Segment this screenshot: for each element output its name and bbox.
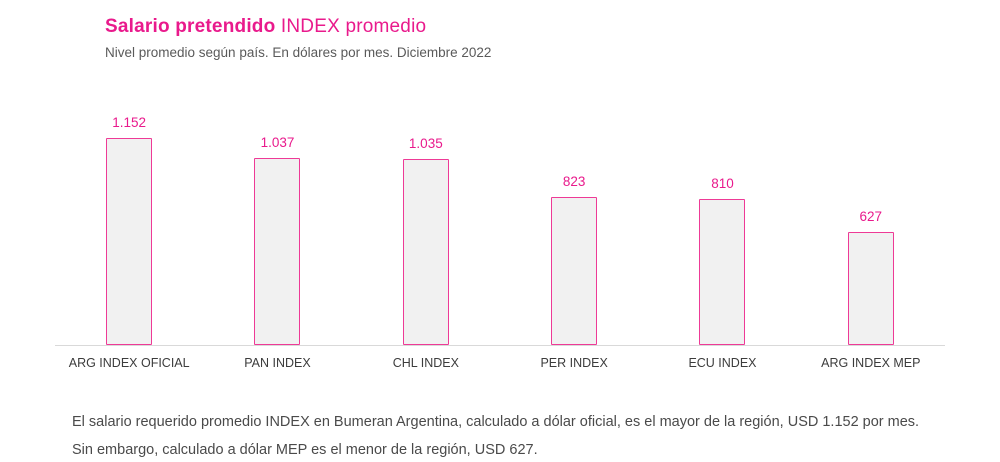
chart-title-rest: INDEX promedio — [280, 16, 427, 37]
chart-title: Salario pretendido INDEX promedio — [105, 16, 1000, 38]
bar — [254, 158, 301, 345]
bar-group: 1.152 — [55, 115, 203, 345]
bar-value-label: 823 — [562, 174, 586, 189]
bar-group: 810 — [648, 176, 796, 345]
chart-footnote: El salario requerido promedio INDEX en B… — [72, 414, 920, 459]
bar — [847, 232, 894, 345]
category-label: PER INDEX — [540, 356, 608, 370]
category-label: ARG INDEX MEP — [821, 356, 921, 370]
bar-chart: 1.152 1.037 1.035 823 810 627 ARG INDEX OFICI… — [55, 94, 945, 370]
bar — [402, 159, 449, 345]
category-label: PAN INDEX — [244, 356, 311, 370]
category-labels-row: ARG INDEX OFICIAL PAN INDEX CHL INDEX PER I… — [55, 346, 945, 370]
category-label: CHL INDEX — [392, 356, 459, 370]
chart-title-bold: Salario pretendido — [105, 16, 276, 37]
bar-value-label: 627 — [859, 209, 883, 224]
bar — [551, 197, 598, 345]
category-label: ARG INDEX OFICIAL — [68, 356, 190, 370]
bar-value-label: 810 — [711, 176, 734, 191]
bar-group: 627 — [797, 209, 945, 345]
chart-header: Salario pretendido INDEX promedio Nivel … — [0, 0, 1000, 60]
bar-value-label: 1.037 — [260, 135, 295, 150]
bar-value-label: 1.035 — [408, 136, 443, 151]
category-label: ECU INDEX — [688, 356, 757, 370]
bar-group: 823 — [500, 174, 648, 345]
bar-value-label: 1.152 — [112, 115, 147, 130]
bar-group: 1.037 — [203, 135, 351, 345]
bar-group: 1.035 — [352, 136, 500, 345]
bar — [106, 138, 153, 345]
bars-row: 1.152 1.037 1.035 823 810 627 — [55, 94, 945, 346]
bar — [699, 199, 746, 345]
chart-subtitle: Nivel promedio según país. En dólares po… — [105, 45, 492, 60]
